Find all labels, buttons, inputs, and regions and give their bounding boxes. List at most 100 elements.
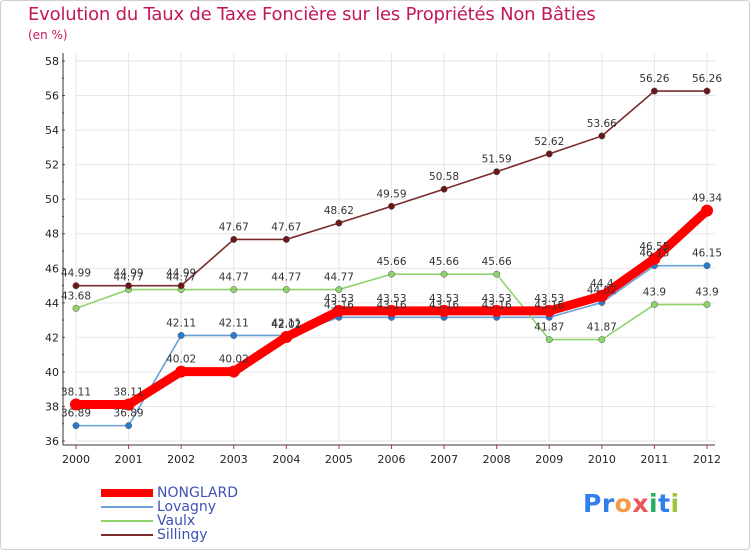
x-tick-label: 2009	[535, 453, 563, 466]
x-tick-label: 2006	[378, 453, 406, 466]
x-tick-label: 2000	[62, 453, 90, 466]
data-label-sillingy: 56.26	[639, 73, 669, 85]
logo-letter: o	[614, 489, 633, 518]
data-label-nonglard: 44.4	[590, 278, 614, 290]
data-label-sillingy: 44.99	[114, 268, 144, 280]
data-point-sillingy	[388, 202, 395, 210]
data-point-sillingy	[440, 185, 448, 193]
y-tick-label: 50	[45, 193, 59, 206]
data-point-vaulx	[72, 304, 80, 312]
data-point-vaulx	[598, 336, 606, 344]
x-tick-label: 2010	[588, 453, 616, 466]
legend-label-lovagny: Lovagny	[157, 499, 217, 515]
series-lines	[70, 87, 713, 430]
legend-swatch-sillingy	[101, 534, 153, 536]
data-point-nonglard	[385, 304, 398, 317]
data-label-sillingy: 50.58	[429, 171, 459, 183]
y-tick-label: 36	[45, 435, 59, 448]
data-point-sillingy	[335, 219, 343, 227]
data-label-nonglard: 43.53	[324, 293, 354, 305]
data-point-nonglard	[70, 398, 82, 411]
data-label-vaulx: 44.77	[219, 272, 249, 284]
data-point-nonglard	[543, 304, 556, 317]
logo-letter: P	[583, 489, 602, 518]
data-label-lovagny: 43.16	[324, 299, 354, 311]
data-label-nonglard: 38.11	[61, 387, 91, 399]
data-label-sillingy: 49.59	[376, 188, 406, 200]
data-point-nonglard	[122, 398, 135, 411]
data-point-nonglard	[438, 304, 451, 317]
legend-swatch-nonglard	[101, 489, 153, 497]
data-label-vaulx: 43.68	[61, 290, 91, 302]
data-label-lovagny: 42.11	[219, 317, 249, 329]
x-tick-label: 2005	[325, 453, 353, 466]
y-tick-label: 46	[45, 262, 59, 275]
data-label-vaulx: 44.77	[166, 272, 196, 284]
legend-label-vaulx: Vaulx	[157, 513, 196, 529]
x-tick-label: 2007	[430, 453, 458, 466]
data-label-lovagny: 36.89	[114, 408, 144, 420]
logo-letter: t	[658, 489, 671, 518]
data-label-lovagny: 46.15	[692, 248, 722, 260]
gridlines	[75, 53, 715, 442]
x-tick-label: 2003	[220, 453, 248, 466]
x-tick-label: 2012	[693, 453, 721, 466]
logo-letter: x	[632, 489, 649, 518]
data-label-vaulx: 44.77	[114, 272, 144, 284]
data-point-lovagny	[125, 422, 133, 430]
data-point-vaulx	[335, 286, 343, 293]
data-point-nonglard	[280, 331, 293, 344]
data-point-vaulx	[388, 270, 395, 278]
data-point-nonglard	[490, 304, 503, 317]
data-label-nonglard: 38.11	[114, 387, 144, 399]
data-label-lovagny: 46.15	[639, 248, 669, 260]
y-tick-label: 56	[45, 90, 59, 103]
x-tick-label: 2002	[167, 453, 195, 466]
y-tick-label: 44	[45, 297, 59, 310]
y-tick-label: 58	[45, 55, 59, 68]
data-point-lovagny	[703, 262, 711, 270]
data-point-vaulx	[493, 270, 501, 278]
data-point-vaulx	[650, 301, 658, 308]
data-point-nonglard	[332, 304, 345, 317]
data-label-sillingy: 52.62	[534, 136, 564, 148]
data-label-nonglard: 49.34	[692, 193, 722, 205]
data-point-vaulx	[230, 286, 238, 293]
data-label-nonglard: 43.53	[376, 293, 406, 305]
data-label-lovagny: 42.11	[271, 317, 301, 329]
y-tick-label: 48	[45, 228, 59, 241]
data-label-sillingy: 44.99	[61, 268, 91, 280]
data-point-vaulx	[703, 301, 711, 308]
data-point-sillingy	[72, 282, 80, 290]
y-tick-label: 52	[45, 159, 59, 172]
data-point-lovagny	[177, 332, 185, 339]
data-label-sillingy: 53.66	[587, 118, 617, 130]
data-label-nonglard: 43.53	[534, 293, 564, 305]
data-label-vaulx: 41.87	[534, 322, 564, 334]
data-label-vaulx: 45.66	[376, 256, 406, 268]
data-point-lovagny	[72, 422, 80, 430]
y-tick-label: 54	[45, 124, 59, 137]
data-point-vaulx	[282, 286, 290, 293]
x-tick-label: 2004	[272, 453, 300, 466]
data-point-sillingy	[282, 235, 290, 243]
x-tick-label: 2011	[640, 453, 668, 466]
legend-swatch-vaulx	[101, 520, 153, 522]
data-point-vaulx	[545, 336, 553, 344]
data-label-nonglard: 42.02	[271, 319, 301, 331]
logo-letter: i	[670, 489, 680, 518]
data-label-lovagny: 36.89	[61, 408, 91, 420]
data-label-lovagny: 43.16	[534, 299, 564, 311]
data-label-vaulx: 45.66	[429, 256, 459, 268]
data-point-sillingy	[703, 87, 711, 95]
data-label-lovagny: 43.16	[429, 299, 459, 311]
data-label-vaulx: 43.9	[695, 287, 718, 299]
data-label-lovagny: 43.16	[376, 299, 406, 311]
axes: 36 38 40 42 44 46 48 50 52 54 56 58 2000 2001 2002 2003…	[45, 53, 721, 466]
data-point-sillingy	[177, 282, 185, 290]
x-tick-label: 2001	[115, 453, 143, 466]
data-label-vaulx: 44.77	[324, 272, 354, 284]
data-point-sillingy	[125, 282, 133, 290]
